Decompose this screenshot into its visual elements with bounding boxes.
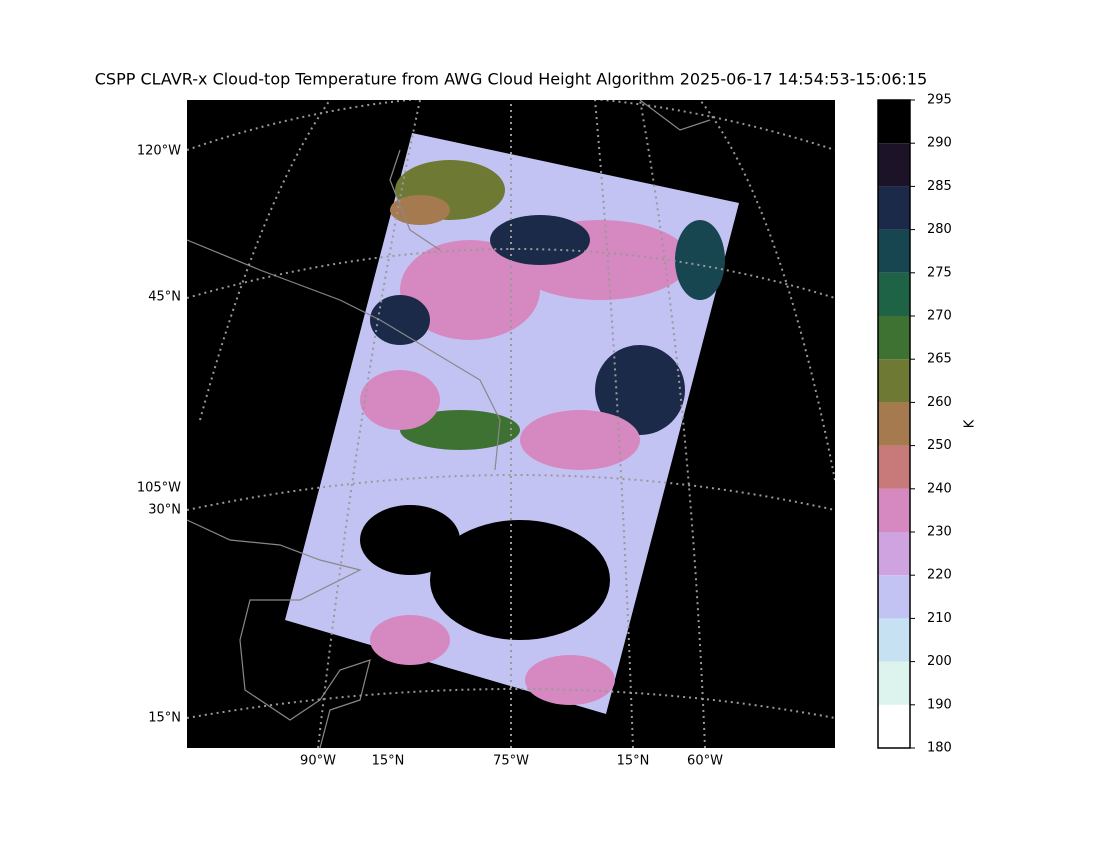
colorbar-segment — [878, 445, 910, 489]
colorbar-tick-label: 190 — [927, 697, 952, 712]
colorbar-segment — [878, 316, 910, 360]
map-title: CSPP CLAVR-x Cloud-top Temperature from … — [95, 70, 928, 89]
lat-lon-label: 15°N — [148, 711, 181, 726]
lat-lon-label: 15°N — [617, 754, 650, 769]
map — [187, 100, 835, 748]
colorbar-segment — [878, 402, 910, 446]
lat-lon-label: 75°W — [493, 754, 529, 769]
colorbar-segment — [878, 575, 910, 619]
lat-lon-label: 30°N — [148, 503, 181, 518]
colorbar-segment — [878, 532, 910, 576]
colorbar-tick-label: 210 — [927, 611, 952, 626]
colorbar: 180 190 200 210 220 230 240 250 260 265 270 275 280 2… — [877, 93, 952, 756]
map-labels: 120°W 45°N 105°W 30°N 15°N 90°W 15°N 75°W 15°N 60… — [137, 144, 723, 769]
lat-lon-label: 90°W — [300, 754, 336, 769]
colorbar-tick-label: 250 — [927, 438, 952, 453]
colorbar-segment — [878, 143, 910, 187]
colorbar-segment — [878, 618, 910, 662]
colorbar-segment — [878, 229, 910, 273]
coastlines — [187, 100, 711, 748]
colorbar-tick-label: 260 — [927, 395, 952, 410]
colorbar-tick-label: 180 — [927, 741, 952, 756]
lat-lon-label: 45°N — [148, 290, 181, 305]
colorbar-label: K — [963, 419, 978, 428]
graticule — [187, 100, 835, 748]
colorbar-segment — [878, 359, 910, 403]
lat-lon-label: 105°W — [137, 481, 181, 496]
colorbar-tick-label: 280 — [927, 222, 952, 237]
colorbar-tick-label: 270 — [927, 309, 952, 324]
colorbar-segment — [878, 661, 910, 705]
colorbar-segment — [878, 100, 910, 144]
colorbar-tick-label: 200 — [927, 654, 952, 669]
colorbar-tick-label: 230 — [927, 525, 952, 540]
colorbar-segment — [878, 704, 910, 748]
colorbar-tick-label: 220 — [927, 568, 952, 583]
colorbar-tick-label: 290 — [927, 136, 952, 151]
colorbar-tick-label: 295 — [927, 93, 952, 108]
colorbar-frame — [877, 99, 911, 749]
colorbar-tick-label: 275 — [927, 265, 952, 280]
colorbar-segment — [878, 186, 910, 230]
lat-lon-label: 15°N — [372, 754, 405, 769]
lat-lon-label: 120°W — [137, 144, 181, 159]
colorbar-segment — [878, 272, 910, 316]
colorbar-tick-label: 285 — [927, 179, 952, 194]
colorbar-segment — [878, 488, 910, 532]
lat-lon-label: 60°W — [687, 754, 723, 769]
colorbar-tick-label: 240 — [927, 481, 952, 496]
colorbar-tick-label: 265 — [927, 352, 952, 367]
